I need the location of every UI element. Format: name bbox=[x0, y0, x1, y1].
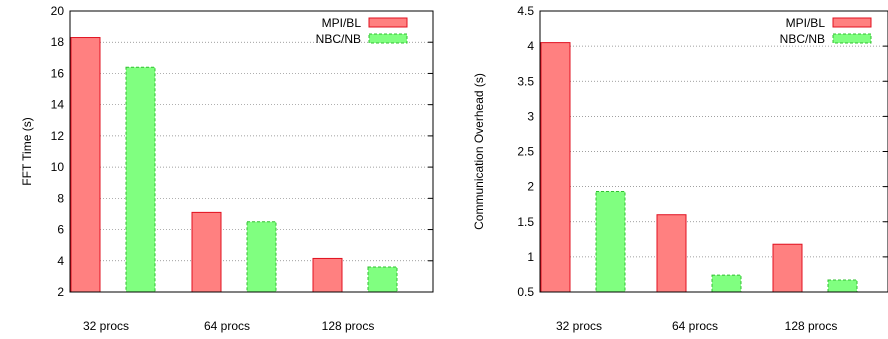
y-tick-label: 12 bbox=[51, 129, 65, 143]
x-tick-label: 128 procs bbox=[785, 319, 838, 333]
bar-mpi-bl-1 bbox=[191, 211, 222, 293]
legend-swatch bbox=[368, 17, 408, 28]
legend-swatch bbox=[368, 33, 408, 44]
y-tick-label: 4 bbox=[57, 254, 64, 268]
y-axis-label: Communication Overhead (s) bbox=[472, 73, 486, 230]
bar-mpi-bl-2 bbox=[312, 257, 343, 293]
y-tick-label: 4 bbox=[527, 39, 534, 53]
y-tick-label: 1.5 bbox=[517, 215, 534, 229]
bar-nbc-nb-2 bbox=[367, 266, 398, 293]
y-tick-label: 0.5 bbox=[517, 285, 534, 299]
y-tick-label: 8 bbox=[57, 191, 64, 205]
x-tick-label: 128 procs bbox=[322, 319, 375, 333]
y-tick-label: 3 bbox=[527, 109, 534, 123]
bar-mpi-bl-0 bbox=[70, 37, 101, 293]
bar-nbc-nb-0 bbox=[595, 191, 626, 293]
bar-mpi-bl-0 bbox=[540, 42, 571, 293]
y-tick-label: 20 bbox=[51, 4, 65, 18]
y-tick-label: 16 bbox=[51, 66, 65, 80]
plot-frame bbox=[69, 10, 434, 293]
y-tick-label: 4.5 bbox=[517, 4, 534, 18]
y-tick-label: 18 bbox=[51, 35, 65, 49]
bar-nbc-nb-1 bbox=[711, 274, 742, 293]
fft-time-chart: 2 4 6 8 10 12 14 16 18 20 32 procs 64 procs 128 proc… bbox=[20, 4, 434, 333]
y-tick-label: 3.5 bbox=[517, 74, 534, 88]
legend-swatch bbox=[832, 33, 872, 44]
bar-mpi-bl-2 bbox=[772, 243, 803, 293]
bar-mpi-bl-1 bbox=[656, 214, 687, 293]
bar-nbc-nb-1 bbox=[246, 221, 277, 293]
y-tick-label: 2.5 bbox=[517, 145, 534, 159]
communication-overhead-chart: 0.5 1 1.5 2 2.5 3 3.5 4 4.5 32 procs 64 procs 128 p… bbox=[472, 4, 888, 333]
legend-label: MPI/BL bbox=[786, 16, 826, 30]
x-tick-label: 32 procs bbox=[556, 319, 602, 333]
y-tick-label: 2 bbox=[57, 285, 64, 299]
y-tick-label: 1 bbox=[527, 250, 534, 264]
y-axis-label: FFT Time (s) bbox=[20, 117, 34, 185]
legend-label: MPI/BL bbox=[322, 16, 362, 30]
x-tick-label: 64 procs bbox=[672, 319, 718, 333]
y-tick-label: 2 bbox=[527, 180, 534, 194]
x-tick-label: 32 procs bbox=[83, 319, 129, 333]
legend-swatch bbox=[832, 17, 872, 28]
y-tick-label: 6 bbox=[57, 223, 64, 237]
y-tick-label: 10 bbox=[51, 160, 65, 174]
bar-nbc-nb-2 bbox=[827, 279, 858, 293]
y-tick-label: 14 bbox=[51, 98, 65, 112]
legend-label: NBC/NB bbox=[780, 32, 825, 46]
bar-nbc-nb-0 bbox=[125, 66, 156, 293]
plot-frame bbox=[539, 10, 888, 293]
legend-label: NBC/NB bbox=[316, 32, 361, 46]
x-tick-label: 64 procs bbox=[204, 319, 250, 333]
